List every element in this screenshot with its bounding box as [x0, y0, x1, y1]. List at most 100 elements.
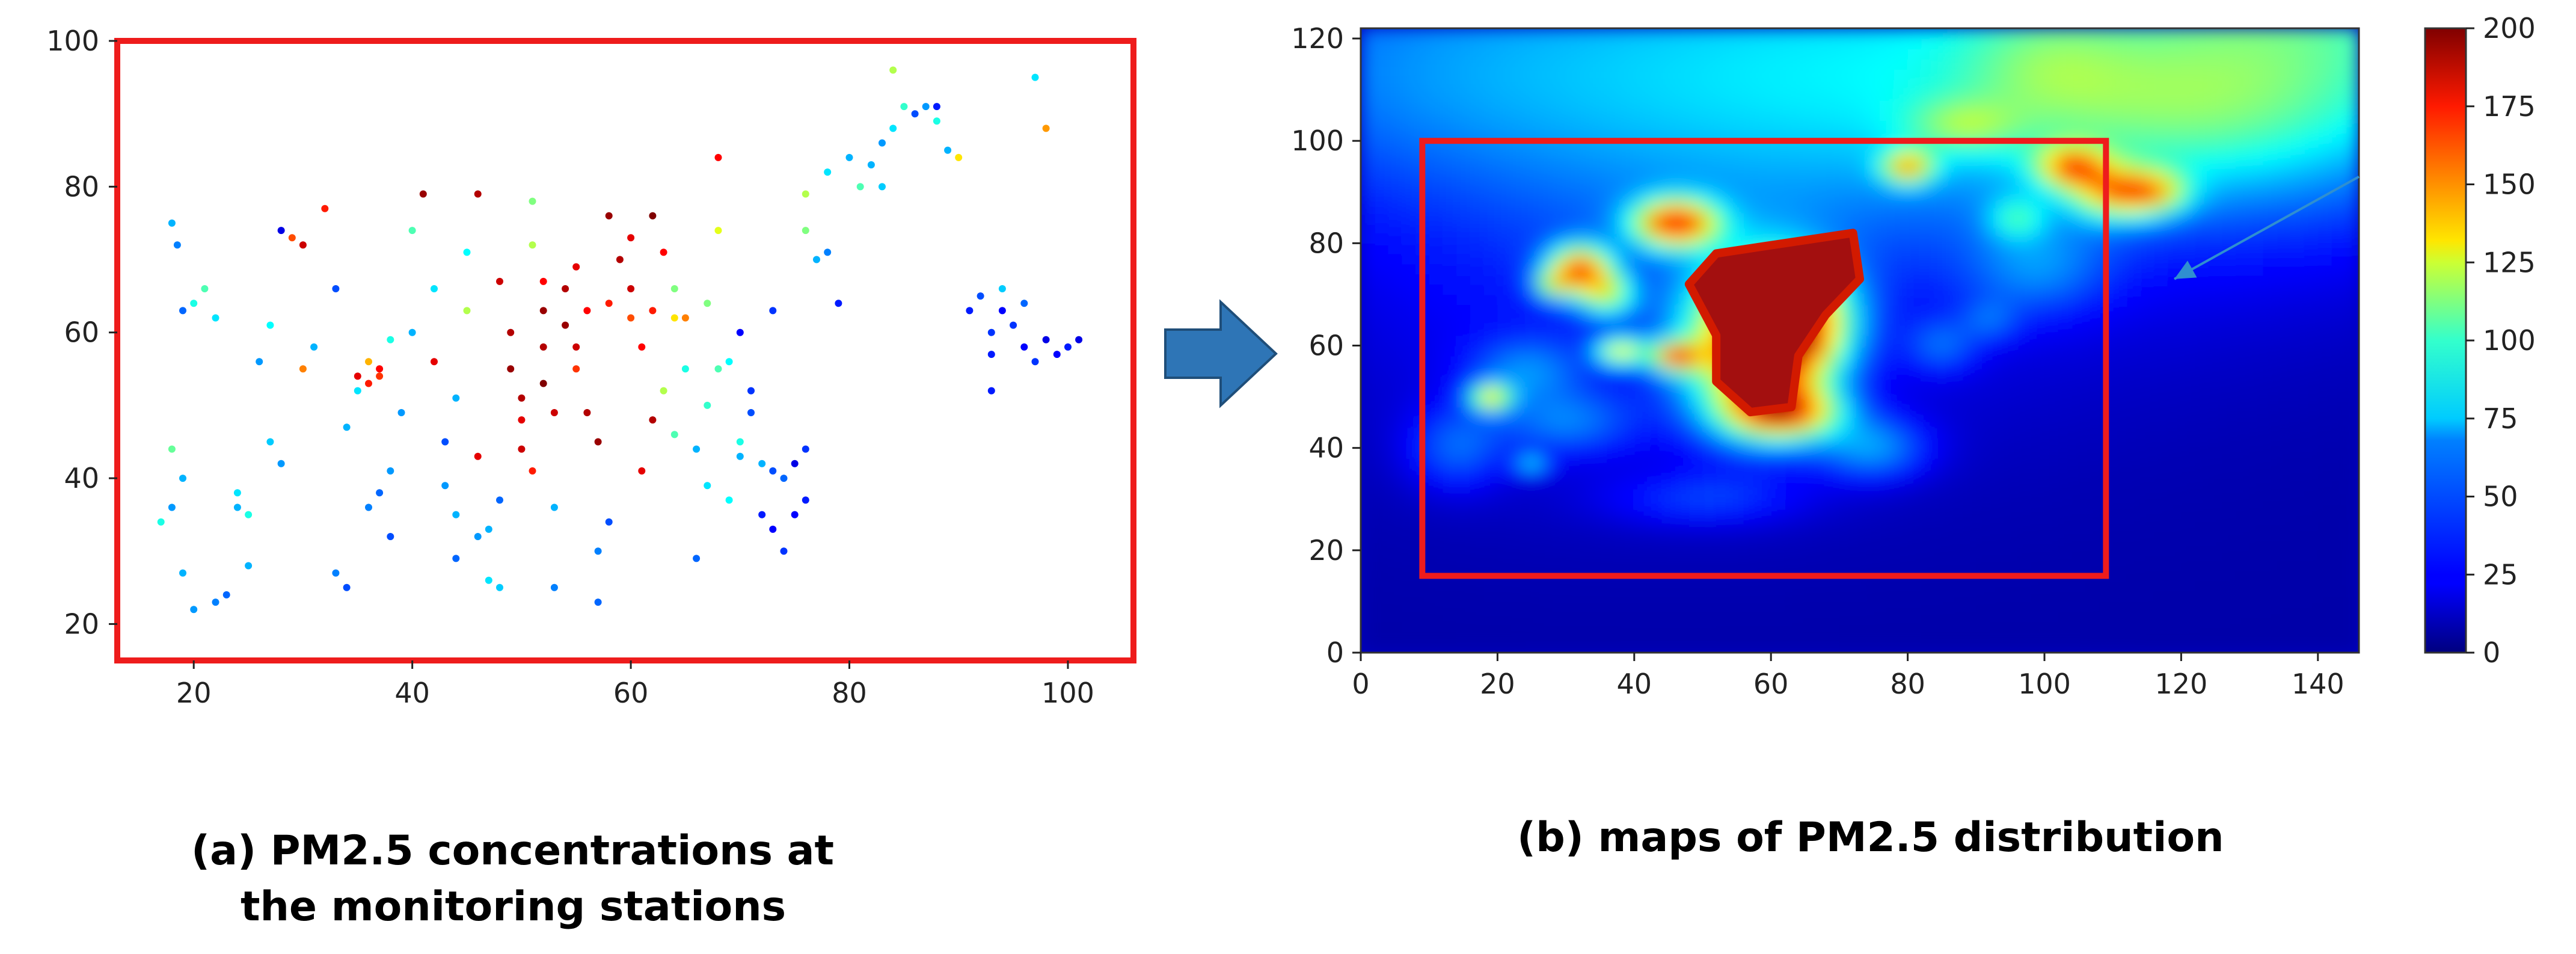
- heatmap-cell: [2263, 622, 2278, 633]
- heatmap-cell: [1538, 304, 1553, 316]
- heatmap-cell: [2236, 120, 2250, 132]
- heatmap-cell: [2058, 519, 2073, 531]
- heatmap-cell: [2044, 632, 2059, 643]
- heatmap-cell: [2345, 110, 2359, 122]
- heatmap-cell: [1866, 90, 1881, 101]
- heatmap-cell: [1702, 499, 1717, 510]
- heatmap-cell: [1826, 376, 1840, 387]
- heatmap-cell: [2195, 202, 2209, 214]
- heatmap-cell: [1552, 171, 1567, 183]
- station-point: [725, 496, 733, 504]
- heatmap-cell: [2317, 100, 2332, 111]
- heatmap-cell: [1621, 499, 1635, 510]
- heatmap-cell: [1470, 468, 1485, 479]
- heatmap-cell: [1784, 182, 1799, 193]
- heatmap-cell: [2044, 110, 2059, 122]
- heatmap-cell: [1538, 38, 1553, 49]
- heatmap-cell: [2058, 355, 2073, 367]
- heatmap-cell: [1976, 458, 1990, 469]
- heatmap-cell: [1771, 192, 1785, 203]
- heatmap-cell: [2085, 591, 2100, 602]
- heatmap-cell: [1757, 437, 1772, 449]
- heatmap-cell: [1962, 478, 1977, 490]
- heatmap-cell: [2140, 437, 2154, 449]
- heatmap-cell: [1907, 294, 1922, 306]
- heatmap-cell: [2140, 519, 2154, 531]
- heatmap-cell: [1866, 202, 1881, 214]
- heatmap-cell: [2085, 28, 2100, 39]
- heatmap-cell: [1511, 386, 1526, 398]
- heatmap-cell: [1743, 110, 1758, 122]
- heatmap-cell: [2208, 366, 2223, 377]
- heatmap-cell: [2331, 458, 2346, 469]
- heatmap-cell: [1566, 284, 1580, 295]
- heatmap-cell: [2195, 622, 2209, 633]
- heatmap-cell: [2290, 90, 2305, 101]
- heatmap-cell: [2167, 437, 2182, 449]
- heatmap-cell: [1361, 151, 1375, 162]
- heatmap-cell: [2208, 79, 2223, 91]
- heatmap-cell: [2126, 580, 2141, 592]
- heatmap-cell: [1497, 345, 1512, 357]
- heatmap-cell: [2126, 560, 2141, 571]
- heatmap-cell: [1976, 366, 1990, 377]
- heatmap-cell: [2317, 38, 2332, 49]
- heatmap-cell: [2058, 28, 2073, 39]
- heatmap-cell: [1524, 580, 1539, 592]
- heatmap-cell: [2099, 580, 2114, 592]
- heatmap-cell: [1907, 499, 1922, 510]
- heatmap-cell: [1826, 396, 1840, 408]
- heatmap-cell: [1470, 458, 1485, 469]
- heatmap-cell: [1948, 79, 1963, 91]
- heatmap-cell: [2249, 110, 2264, 122]
- heatmap-cell: [1429, 519, 1444, 531]
- heatmap-cell: [2195, 529, 2209, 541]
- heatmap-cell: [1402, 294, 1416, 306]
- heatmap-cell: [1948, 366, 1963, 377]
- heatmap-cell: [2317, 151, 2332, 162]
- heatmap-cell: [1566, 59, 1580, 70]
- heatmap-cell: [1415, 580, 1430, 592]
- heatmap-cell: [1402, 212, 1416, 224]
- heatmap-cell: [1429, 192, 1444, 203]
- heatmap-cell: [2044, 499, 2059, 510]
- heatmap-cell: [1648, 223, 1663, 234]
- heatmap-cell: [1511, 427, 1526, 439]
- heatmap-cell: [2044, 488, 2059, 500]
- heatmap-cell: [2345, 90, 2359, 101]
- heatmap-cell: [2236, 223, 2250, 234]
- heatmap-cell: [1826, 417, 1840, 428]
- heatmap-cell: [1648, 611, 1663, 623]
- heatmap-cell: [1948, 468, 1963, 479]
- heatmap-cell: [1866, 376, 1881, 387]
- heatmap-cell: [1388, 69, 1403, 81]
- heatmap-cell: [1907, 100, 1922, 111]
- heatmap-cell: [2167, 110, 2182, 122]
- heatmap-cell: [1853, 622, 1868, 633]
- heatmap-cell: [1990, 223, 2004, 234]
- heatmap-cell: [1798, 458, 1813, 469]
- heatmap-cell: [2249, 171, 2264, 183]
- heatmap-cell: [1593, 345, 1608, 357]
- heatmap-cell: [1511, 437, 1526, 449]
- heatmap-cell: [1456, 560, 1471, 571]
- heatmap-cell: [2317, 345, 2332, 357]
- heatmap-cell: [2317, 601, 2332, 612]
- heatmap-cell: [1497, 427, 1512, 439]
- heatmap-cell: [1771, 560, 1785, 571]
- heatmap-cell: [1880, 171, 1895, 183]
- heatmap-cell: [1361, 386, 1375, 398]
- heatmap-cell: [1361, 458, 1375, 469]
- heatmap-cell: [1593, 580, 1608, 592]
- heatmap-cell: [1579, 601, 1594, 612]
- heatmap-cell: [2331, 120, 2346, 132]
- heatmap-cell: [1948, 622, 1963, 633]
- heatmap-cell: [1429, 407, 1444, 418]
- heatmap-cell: [1648, 386, 1663, 398]
- heatmap-cell: [1511, 110, 1526, 122]
- heatmap-cell: [1388, 325, 1403, 336]
- heatmap-cell: [2181, 622, 2196, 633]
- heatmap-cell: [1456, 488, 1471, 500]
- heatmap-cell: [1962, 468, 1977, 479]
- heatmap-cell: [1511, 59, 1526, 70]
